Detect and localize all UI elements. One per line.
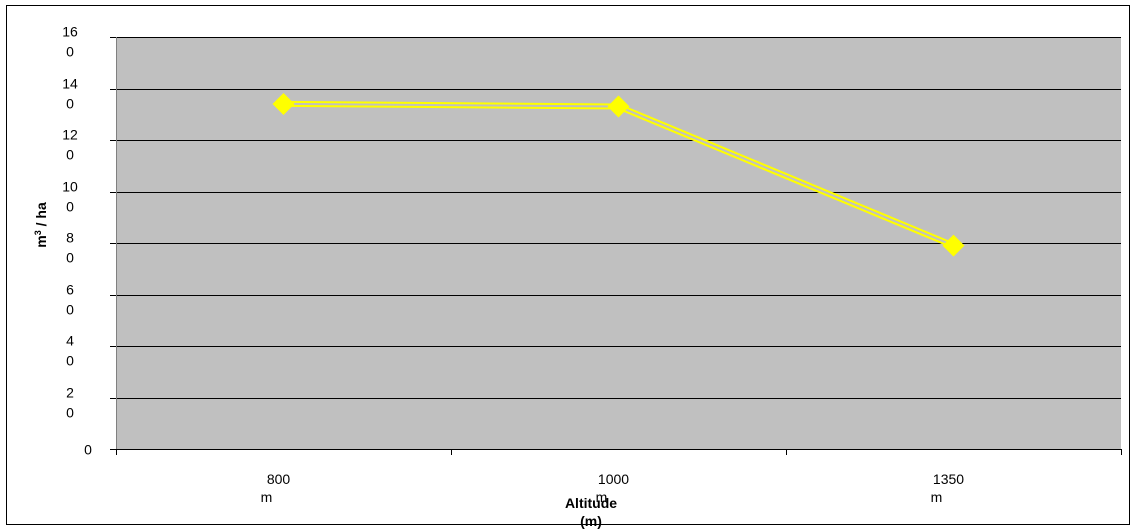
- y-tick-label: 16 0: [62, 24, 78, 60]
- x-tick-label: 1350 m: [931, 471, 965, 505]
- x-axis-title-line-2: (m): [580, 513, 602, 529]
- data-point-marker: [607, 95, 630, 118]
- x-axis-title-line-1: Altitude: [565, 495, 617, 511]
- y-tick-label: 14 0: [62, 76, 78, 112]
- x-tick-label: 800 m: [261, 471, 291, 505]
- y-tick-labels: 0 2 0 4 0 6 0 8 0 10 0 12 0 14 0 16 0: [62, 24, 92, 458]
- data-point-marker: [272, 92, 295, 115]
- x-tick-label: 1000 m: [596, 471, 630, 505]
- y-tick-label: 10 0: [62, 179, 78, 215]
- y-axis-title: m3 / ha: [33, 202, 49, 248]
- series: [272, 92, 965, 257]
- axes: [110, 37, 1122, 455]
- y-tick-label: 0: [84, 442, 92, 458]
- y-tick-label: 12 0: [62, 127, 78, 163]
- x-tick-labels: 800 m 1000 m 1350 m: [261, 471, 965, 505]
- data-point-marker: [942, 234, 965, 257]
